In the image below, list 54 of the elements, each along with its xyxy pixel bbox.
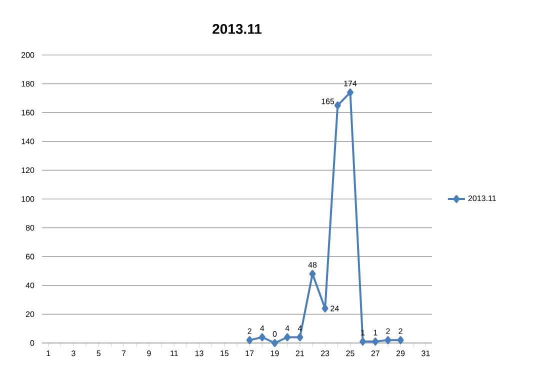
y-tick-label: 0 (30, 340, 34, 346)
data-label: 2 (398, 328, 402, 334)
data-label: 48 (308, 262, 317, 268)
chart-title: 2013.11 (212, 24, 262, 34)
y-tick-label: 60 (26, 254, 34, 260)
x-tick-label: 1 (46, 350, 50, 356)
point (309, 270, 316, 278)
data-label: 165 (322, 98, 334, 104)
x-tick-label: 23 (321, 350, 330, 356)
y-tick-label: 20 (26, 311, 34, 318)
y-tick-label: 80 (26, 224, 34, 231)
x-tick-label: 13 (195, 350, 204, 356)
point (384, 336, 392, 344)
x-tick-label: 29 (396, 350, 405, 356)
point (296, 333, 304, 342)
data-label: 4 (260, 326, 264, 332)
x-tick-label: 27 (371, 350, 380, 356)
x-tick-label: 31 (422, 350, 430, 356)
point (246, 336, 253, 344)
x-tick-label: 19 (270, 350, 279, 356)
x-tick-label: 3 (72, 350, 76, 356)
x-tick-label: 17 (246, 350, 254, 356)
y-tick-label: 180 (22, 80, 34, 87)
y-tick-label: 160 (22, 110, 34, 116)
point (346, 88, 354, 96)
x-tick-label: 21 (296, 350, 304, 356)
data-label: 174 (344, 80, 357, 86)
point (258, 333, 266, 342)
data-label: 24 (330, 306, 339, 312)
data-label: 0 (272, 331, 277, 337)
point (334, 101, 341, 110)
point (271, 339, 278, 347)
data-label: 1 (361, 330, 365, 336)
data-label: 1 (374, 330, 378, 336)
data-label: 2 (248, 328, 252, 334)
point (322, 304, 328, 312)
point (372, 338, 379, 346)
y-tick-label: 40 (26, 282, 34, 288)
point (284, 333, 291, 342)
y-tick-label: 140 (22, 138, 34, 144)
point (397, 336, 404, 344)
x-tick-label: 11 (170, 350, 178, 356)
x-tick-label: 5 (96, 350, 100, 356)
x-tick-label: 9 (147, 350, 151, 356)
y-tick-label: 200 (22, 52, 34, 58)
legend-label: 2013.11 (468, 195, 496, 202)
point (360, 338, 366, 346)
x-tick-label: 15 (220, 350, 229, 356)
data-label: 2 (386, 328, 390, 334)
x-tick-label: 25 (346, 350, 354, 356)
y-tick-label: 120 (22, 167, 34, 174)
data-label: 4 (285, 326, 290, 332)
y-tick-label: 100 (22, 196, 34, 202)
x-tick-label: 7 (122, 350, 126, 356)
